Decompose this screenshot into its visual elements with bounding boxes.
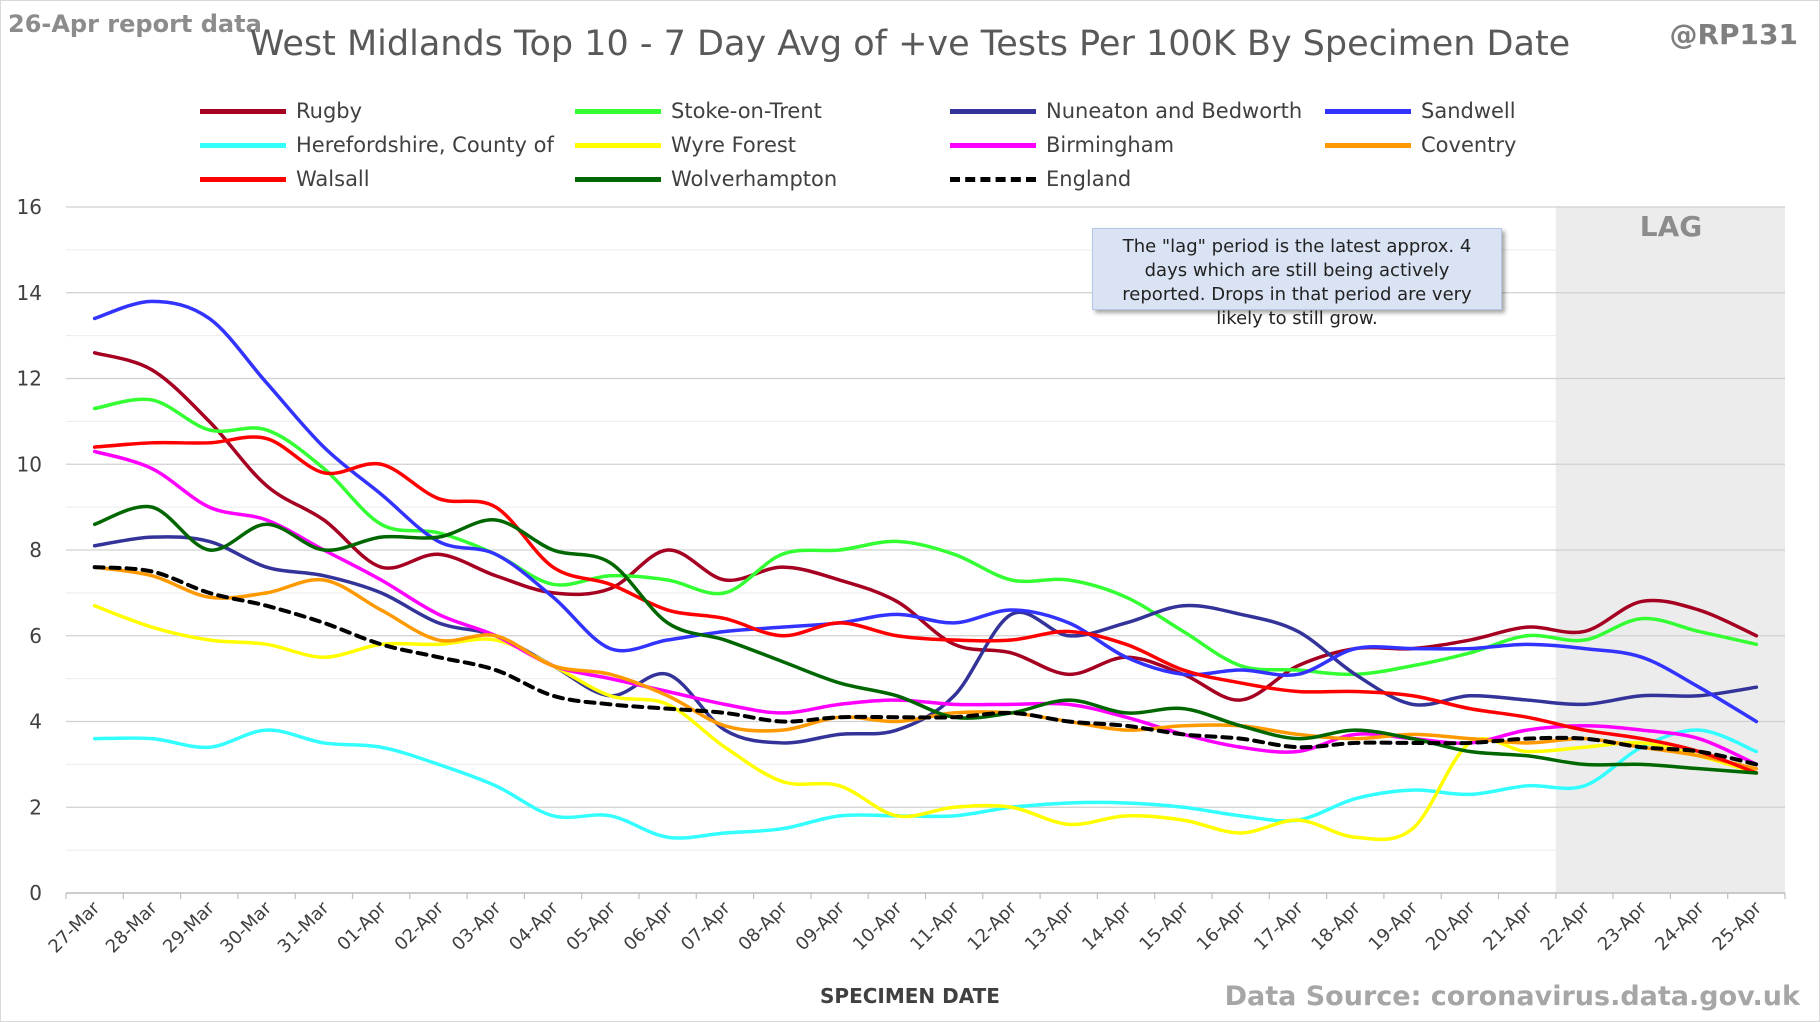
lag-info-callout: The "lag" period is the latest approx. 4… [1092,228,1502,329]
y-tick-label: 12 [17,367,42,391]
legend-item: Herefordshire, County of [200,130,554,160]
x-tick-label: 25-Apr [1708,897,1766,955]
legend-item: Nuneaton and Bedworth [950,96,1302,126]
x-tick-label: 08-Apr [734,897,792,955]
chart-legend: Rugby Stoke-on-Trent Nuneaton and Bedworth… [200,96,1600,206]
legend-item: England [950,164,1131,194]
series-line-herefordshire-county-of [92,728,1759,840]
x-tick-label: 31-Mar [274,897,334,957]
x-tick-label: 21-Apr [1479,897,1537,955]
legend-swatch [950,176,1036,182]
legend-label: Wolverhampton [671,167,838,191]
legend-item: Birmingham [950,130,1174,160]
x-tick-label: 13-Apr [1021,897,1079,955]
legend-label: Coventry [1421,133,1517,157]
legend-label: Walsall [296,167,370,191]
legend-item: Coventry [1325,130,1516,160]
x-tick-label: 12-Apr [964,897,1022,955]
lag-period-label: LAG [1639,210,1703,243]
x-tick-label: 09-Apr [792,897,850,955]
series-line-england [92,565,1759,767]
x-tick-label: 11-Apr [906,897,964,955]
x-tick-label: 17-Apr [1250,897,1308,955]
legend-swatch [1325,142,1411,148]
x-axis-title: SPECIMEN DATE [820,984,1000,1008]
legend-swatch [575,142,661,148]
x-tick-label: 15-Apr [1135,897,1193,955]
x-tick-label: 29-Mar [159,897,219,957]
legend-item: Walsall [200,164,370,194]
data-source-note: Data Source: coronavirus.data.gov.uk [1224,981,1800,1012]
legend-item: Wolverhampton [575,164,837,194]
legend-item: Sandwell [1325,96,1516,126]
series-line-rugby [92,351,1759,702]
x-tick-label: 14-Apr [1078,897,1136,955]
x-tick-label: 24-Apr [1651,897,1709,955]
legend-item: Rugby [200,96,362,126]
y-tick-label: 10 [17,452,42,476]
legend-label: Sandwell [1421,99,1516,123]
x-tick-label: 28-Mar [102,897,162,957]
legend-item: Stoke-on-Trent [575,96,822,126]
author-handle: @RP131 [1669,18,1798,51]
x-tick-label: 20-Apr [1422,897,1480,955]
legend-label: Herefordshire, County of [296,133,554,157]
x-tick-label: 02-Apr [391,897,449,955]
legend-label: Wyre Forest [671,133,797,157]
x-tick-label: 18-Apr [1307,897,1365,955]
report-date-note: 26-Apr report data [8,10,262,38]
y-tick-label: 4 [29,710,42,734]
legend-label: Birmingham [1046,133,1175,157]
legend-swatch [200,142,286,148]
legend-swatch [575,176,661,182]
series-line-walsall [92,435,1759,775]
legend-swatch [1325,108,1411,114]
x-tick-label: 07-Apr [677,897,735,955]
x-tick-label: 06-Apr [620,897,678,955]
legend-swatch [950,108,1036,114]
series-line-sandwell [92,299,1759,724]
y-tick-label: 6 [29,624,42,648]
legend-swatch [200,108,286,114]
legend-swatch [575,108,661,114]
chart-title: West Midlands Top 10 - 7 Day Avg of +ve … [249,24,1571,64]
legend-swatch [950,142,1036,148]
legend-label: Nuneaton and Bedworth [1046,99,1303,123]
x-tick-label: 04-Apr [505,897,563,955]
legend-label: England [1046,167,1132,191]
y-tick-label: 16 [17,195,42,219]
x-tick-label: 01-Apr [333,897,391,955]
legend-label: Stoke-on-Trent [671,99,822,123]
legend-label: Rugby [296,99,363,123]
x-tick-label: 19-Apr [1365,897,1423,955]
series-line-wolverhampton [92,504,1759,775]
legend-swatch [200,176,286,182]
x-tick-label: 10-Apr [849,897,907,955]
series-line-coventry [92,565,1759,771]
y-tick-label: 14 [17,281,42,305]
y-tick-label: 8 [29,538,42,562]
x-tick-label: 22-Apr [1537,897,1595,955]
x-tick-label: 23-Apr [1594,897,1652,955]
legend-item: Wyre Forest [575,130,796,160]
x-tick-label: 03-Apr [448,897,506,955]
series-line-stoke-on-trent [92,397,1759,677]
x-tick-label: 27-Mar [45,897,105,957]
x-tick-label: 16-Apr [1193,897,1251,955]
y-tick-label: 0 [29,881,42,905]
x-tick-label: 30-Mar [216,897,276,957]
x-tick-label: 05-Apr [562,897,620,955]
y-tick-label: 2 [29,795,42,819]
